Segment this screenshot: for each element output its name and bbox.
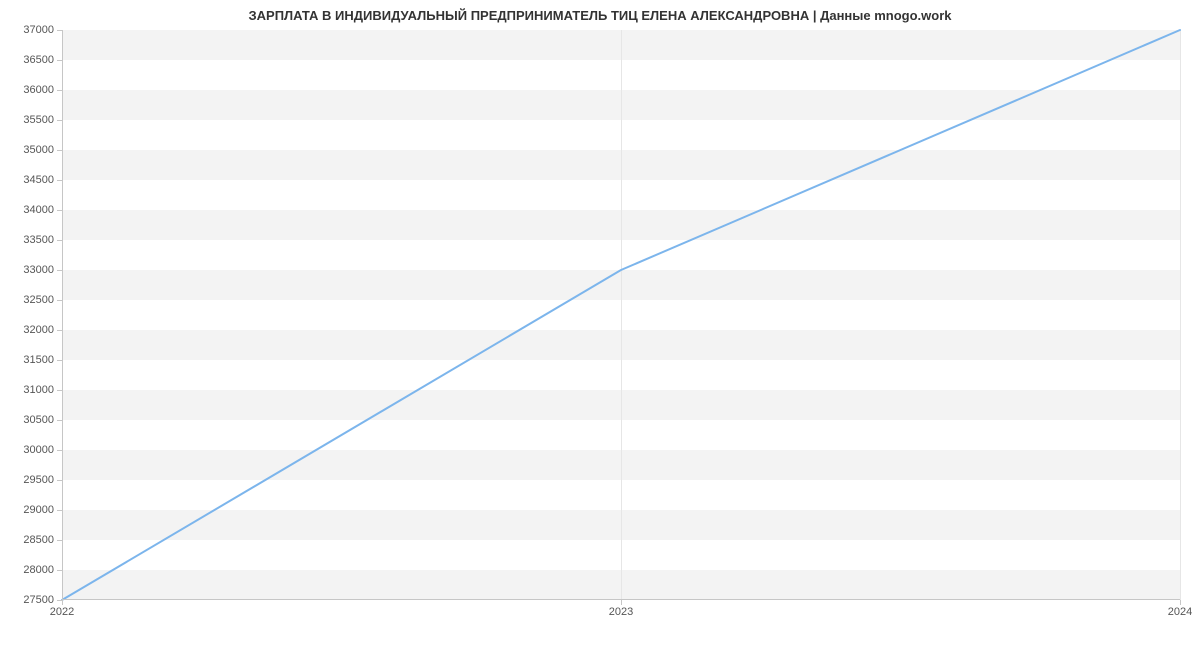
x-tick-mark	[621, 600, 622, 605]
x-tick-mark	[62, 600, 63, 605]
y-tick-label: 32000	[23, 324, 54, 336]
y-tick-label: 37000	[23, 24, 54, 36]
y-tick-label: 36000	[23, 84, 54, 96]
x-tick-label: 2024	[1168, 606, 1192, 618]
data-line	[62, 30, 1180, 600]
y-tick-label: 33500	[23, 234, 54, 246]
x-gridline	[1180, 30, 1181, 600]
chart-title: ЗАРПЛАТА В ИНДИВИДУАЛЬНЫЙ ПРЕДПРИНИМАТЕЛ…	[0, 8, 1200, 23]
y-tick-label: 30000	[23, 444, 54, 456]
y-tick-label: 28500	[23, 534, 54, 546]
y-tick-label: 28000	[23, 564, 54, 576]
y-tick-label: 29500	[23, 474, 54, 486]
y-tick-label: 35500	[23, 114, 54, 126]
y-tick-label: 27500	[23, 594, 54, 606]
y-tick-label: 31500	[23, 354, 54, 366]
x-tick-mark	[1180, 600, 1181, 605]
x-tick-label: 2023	[609, 606, 633, 618]
plot-area: 2750028000285002900029500300003050031000…	[62, 30, 1180, 600]
y-axis-line	[62, 30, 63, 600]
y-tick-label: 32500	[23, 294, 54, 306]
y-tick-label: 31000	[23, 384, 54, 396]
y-tick-label: 29000	[23, 504, 54, 516]
y-tick-label: 33000	[23, 264, 54, 276]
y-tick-label: 34500	[23, 174, 54, 186]
y-tick-label: 35000	[23, 144, 54, 156]
x-tick-label: 2022	[50, 606, 74, 618]
salary-line-chart: ЗАРПЛАТА В ИНДИВИДУАЛЬНЫЙ ПРЕДПРИНИМАТЕЛ…	[0, 0, 1200, 650]
y-tick-label: 34000	[23, 204, 54, 216]
y-tick-label: 36500	[23, 54, 54, 66]
y-tick-label: 30500	[23, 414, 54, 426]
x-axis-line	[62, 599, 1180, 600]
